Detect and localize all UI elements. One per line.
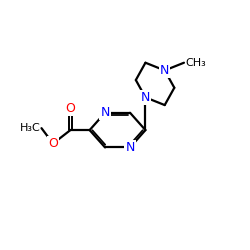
Text: N: N xyxy=(141,91,150,104)
Text: O: O xyxy=(48,137,58,150)
Text: N: N xyxy=(125,141,135,154)
Text: H₃C: H₃C xyxy=(20,123,40,133)
Text: N: N xyxy=(100,106,110,119)
Text: CH₃: CH₃ xyxy=(185,58,206,68)
Text: O: O xyxy=(66,102,75,116)
Text: N: N xyxy=(160,64,170,77)
